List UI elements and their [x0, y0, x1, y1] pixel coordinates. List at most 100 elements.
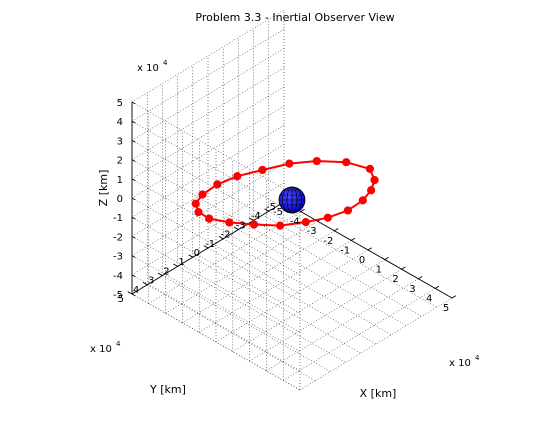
y-tick-label: -5 — [266, 202, 276, 213]
z-tick-label: -5 — [113, 290, 123, 301]
z-tick-mark — [132, 140, 135, 142]
orbit-point — [366, 165, 373, 172]
y-tick-mark — [128, 292, 132, 294]
x-tick-label: 1 — [376, 265, 382, 276]
x-tick-mark — [385, 257, 389, 259]
x-tick-mark — [368, 248, 372, 250]
y-exponent-label: x 10 4 — [90, 340, 121, 355]
y-tick-mark — [189, 255, 193, 257]
z-tick-label: -2 — [113, 232, 123, 243]
y-tick-label: 0 — [194, 248, 200, 259]
x-tick-mark — [418, 277, 422, 279]
y-tick-label: -1 — [205, 239, 215, 250]
x-tick-label: 2 — [392, 274, 398, 285]
orbit-point — [359, 197, 366, 204]
orbit-point — [199, 191, 206, 198]
orbit-point — [277, 222, 284, 229]
x-tick-label: -2 — [323, 236, 333, 247]
x-tick-label: 3 — [409, 284, 415, 295]
x-tick-label: 5 — [443, 303, 449, 314]
x-tick-mark — [301, 209, 305, 211]
z-tick-mark — [132, 256, 135, 258]
x-exponent-power: 4 — [475, 354, 480, 362]
y-exponent-power: 4 — [116, 340, 121, 348]
y-tick-mark — [173, 264, 177, 266]
x-tick-label: 4 — [426, 293, 432, 304]
grid-line — [178, 266, 346, 362]
z-tick-label: -4 — [113, 271, 123, 282]
z-tick-mark — [132, 160, 135, 162]
x-axis-label: X [km] — [360, 387, 397, 400]
grid-line — [132, 29, 284, 121]
grid-line — [147, 285, 315, 381]
orbit-point — [344, 207, 351, 214]
grid-line — [266, 279, 418, 371]
z-tick-mark — [132, 236, 135, 238]
x-tick-mark — [435, 286, 439, 288]
x-tick-mark — [402, 267, 406, 269]
orbit-point — [286, 160, 293, 167]
x-exponent-label: x 10 4 — [449, 354, 480, 369]
z-tick-mark — [132, 121, 135, 123]
grid-line — [199, 240, 351, 332]
z-tick-label: 1 — [117, 175, 123, 186]
y-tick-label: 4 — [133, 285, 139, 296]
z-tick-label: -1 — [113, 213, 123, 224]
grid-line — [166, 221, 318, 313]
y-tick-label: -3 — [236, 220, 246, 231]
z-tick-mark — [132, 198, 135, 200]
x-exponent-base: x 10 — [449, 358, 471, 369]
z-axis-label: Z [km] — [97, 170, 110, 207]
z-tick-mark — [132, 179, 135, 181]
x-tick-mark — [351, 238, 355, 240]
grid-line — [238, 230, 406, 326]
z-tick-label: 2 — [117, 156, 123, 167]
y-exponent-base: x 10 — [90, 344, 112, 355]
z-exponent-label: x 10 4 — [137, 59, 168, 74]
grid-line — [233, 260, 385, 352]
orbit-point — [206, 215, 213, 222]
orbit-point — [226, 219, 233, 226]
x-tick-label: -3 — [307, 226, 317, 237]
orbit-point — [324, 214, 331, 221]
x-tick-label: -1 — [340, 245, 350, 256]
z-tick-label: 4 — [117, 117, 123, 128]
orbit-point — [371, 176, 378, 183]
z-tick-label: 0 — [117, 194, 123, 205]
orbit-point — [234, 173, 241, 180]
grid-line — [208, 248, 376, 344]
y-tick-label: 1 — [178, 257, 184, 268]
grid-line — [132, 275, 300, 371]
orbit-point — [343, 159, 350, 166]
orbit-point — [368, 187, 375, 194]
x-tick-label: -4 — [290, 217, 300, 228]
y-tick-label: 3 — [148, 276, 154, 287]
z-tick-mark — [132, 217, 135, 219]
grid-line — [162, 276, 330, 372]
x-tick-label: 0 — [359, 255, 365, 266]
z-exponent-base: x 10 — [137, 63, 159, 74]
x-tick-mark — [334, 229, 338, 231]
orbit-point — [214, 181, 221, 188]
orbit-point — [313, 157, 320, 164]
chart-title: Problem 3.3 - Inertial Observer View — [195, 11, 394, 24]
z-tick-label: 5 — [117, 98, 123, 109]
y-tick-label: -2 — [220, 230, 230, 241]
y-tick-mark — [143, 282, 147, 284]
orbit-point — [195, 208, 202, 215]
grid-line — [223, 239, 391, 335]
orbit-point — [259, 166, 266, 173]
grid-line — [193, 257, 361, 353]
orbit-point — [302, 219, 309, 226]
z-tick-mark — [132, 102, 135, 104]
y-tick-mark — [158, 273, 162, 275]
y-axis-label: Y [km] — [149, 383, 186, 396]
y-tick-label: 2 — [163, 266, 169, 277]
y-tick-label: -4 — [251, 211, 261, 222]
x-tick-mark — [452, 296, 456, 298]
grid-line — [254, 220, 422, 316]
z-tick-label: 3 — [117, 136, 123, 147]
orbit-point — [192, 200, 199, 207]
